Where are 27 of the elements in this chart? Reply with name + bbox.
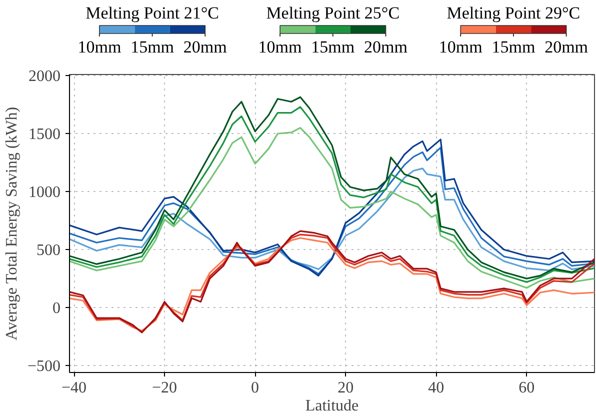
text: Melting Point 21°C: [86, 4, 219, 22]
legend-label: 10mm: [78, 38, 122, 56]
legend-label: 15mm: [311, 38, 355, 56]
legend-label: 15mm: [492, 38, 536, 56]
x-tick-label: 20: [338, 380, 354, 396]
y-tick-label: 2000: [28, 68, 60, 86]
y-tick-label: 500: [36, 242, 60, 260]
y-tick-label: 1500: [28, 126, 60, 144]
x-tick-label: −20: [152, 380, 178, 396]
line-series: [70, 168, 594, 272]
text: Melting Point 25°C: [266, 4, 400, 22]
y-tick-label: 0: [52, 300, 60, 318]
x-tick-label: 0: [251, 380, 260, 396]
x-tick-label: 60: [518, 380, 535, 396]
legend-label: 20mm: [544, 38, 588, 56]
legend-label: 20mm: [183, 38, 227, 56]
legend-label: 10mm: [258, 38, 302, 56]
y-axis-title: Average Total Energy Saving (kWh): [3, 106, 20, 340]
legend-label: 20mm: [364, 38, 408, 56]
y-tick-label: 1000: [28, 184, 60, 202]
legend-label: 10mm: [438, 38, 482, 56]
x-tick-label: −40: [62, 380, 87, 396]
x-axis-title: Latitude: [305, 398, 359, 414]
text: Melting Point 29°C: [446, 4, 580, 22]
legend-label: 15mm: [130, 38, 174, 56]
y-tick-label: −500: [27, 358, 61, 376]
x-tick-label: 40: [428, 380, 444, 396]
